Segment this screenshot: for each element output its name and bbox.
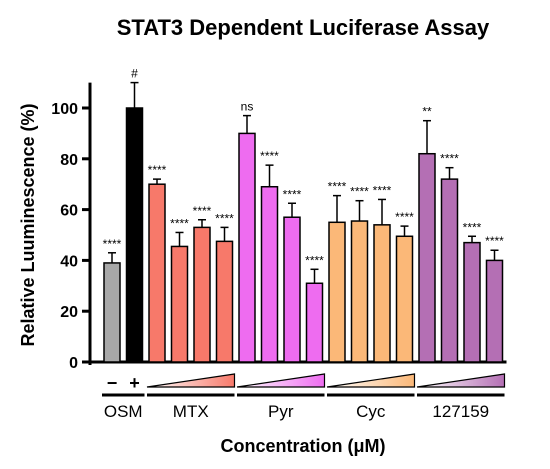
group-label: Pyr [268,402,294,421]
bar [328,221,346,363]
y-tick-label: 80 [60,152,78,169]
y-tick-label: 100 [51,101,78,118]
y-tick-label: 60 [60,203,78,220]
bar [373,224,391,363]
bar [170,245,189,363]
concentration-wedge [416,373,506,388]
significance-label: **** [485,234,504,248]
osm-minus-label: − [107,373,118,393]
bar [148,183,166,363]
significance-label: **** [260,149,279,163]
significance-label: **** [103,237,122,251]
x-axis-label: Concentration (μM) [221,436,386,456]
chart-title: STAT3 Dependent Luciferase Assay [117,15,490,40]
significance-label: **** [463,220,482,234]
significance-label: **** [328,180,347,194]
bar [103,262,121,363]
significance-label: # [131,67,138,81]
significance-label: **** [193,204,212,218]
concentration-wedge [146,373,236,388]
bar [485,259,504,363]
bar [260,185,279,363]
significance-label: **** [283,187,302,201]
plot-area: 020406080100****#****************ns*****… [51,67,507,421]
significance-label: **** [373,183,392,197]
bar [463,241,481,363]
significance-label: **** [170,216,189,230]
bar [440,178,459,363]
significance-label: **** [305,253,324,267]
bar [283,216,301,363]
bar [238,132,256,363]
significance-label: ** [422,105,432,119]
significance-label: ns [241,100,254,114]
group-label: Cyc [356,402,386,421]
bar [350,220,369,363]
y-tick-label: 0 [69,355,78,372]
significance-label: **** [350,185,369,199]
group-label: OSM [104,402,143,421]
bar [215,240,234,363]
significance-label: **** [148,163,167,177]
significance-label: **** [440,152,459,166]
significance-label: **** [215,211,234,225]
group-label: 127159 [432,402,489,421]
bar [395,235,414,363]
bar [418,152,436,363]
y-axis-label: Relative Luuminescence (%) [18,103,38,346]
bar [305,282,324,363]
group-label: MTX [173,402,209,421]
y-tick-label: 40 [60,253,78,270]
significance-label: **** [395,210,414,224]
bar [125,107,144,363]
y-tick-label: 20 [60,304,78,321]
bar [193,226,211,363]
concentration-wedge [236,373,326,388]
concentration-wedge [326,373,416,388]
osm-plus-label: + [129,373,140,393]
